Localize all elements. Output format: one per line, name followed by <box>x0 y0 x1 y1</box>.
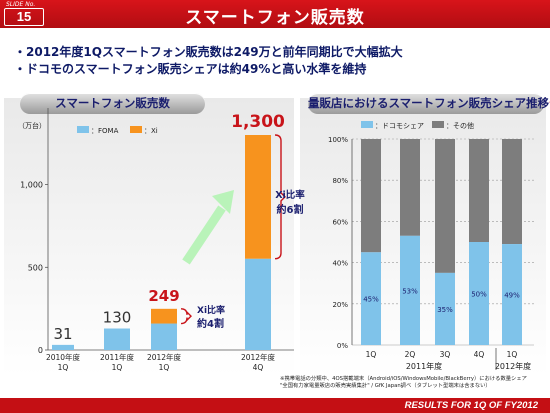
y-tick-label: 20% <box>332 301 348 309</box>
year-group-label: 2012年度 <box>495 361 531 371</box>
bar-foma <box>104 328 130 350</box>
page-title: スマートフォン販売数 <box>185 8 365 28</box>
xi-ratio-bracket-1q <box>180 308 192 325</box>
bar-data-label: 35% <box>437 306 453 314</box>
xi-ratio-bracket-4q <box>274 134 286 260</box>
xi-ratio-annotation: 約4割 <box>197 317 224 330</box>
bar-foma <box>245 258 271 350</box>
footnote-line: "全国有力家電量販店の販売実績集計" / GfK Japan調べ（タブレット型端… <box>280 383 491 389</box>
footnote: ※携帯電話の分類中、4OS搭載端末（Android/iOS/WindowsMob… <box>280 376 546 390</box>
x-tick-label: 2012年度 <box>241 352 276 362</box>
y-tick-label: 80% <box>332 177 348 185</box>
xi-ratio-annotation: Xi比率 <box>197 304 225 316</box>
right-chart: ：ドコモシェア ：その他 0% 20% 40% 60% 80% 100% 45% 1Q 53% 2Q 3… <box>328 121 534 371</box>
y-tick-label: 60% <box>332 218 348 226</box>
bar-docomo-share <box>502 244 522 345</box>
left-chart-title: スマートフォン販売数 <box>55 96 170 110</box>
legend-swatch-foma <box>77 126 89 133</box>
right-chart-title: 量販店におけるスマートフォン販売シェア推移 <box>308 96 550 110</box>
legend-label-foma: ：FOMA <box>91 127 119 135</box>
bar-data-label: 49% <box>504 292 520 300</box>
bullet-item: ・ドコモのスマートフォン販売シェアは約49%と高い水準を維持 <box>14 62 367 76</box>
x-tick-label: 2Q <box>405 350 416 359</box>
y-tick-label: 0 <box>38 346 43 355</box>
bullet-item: ・2012年度1Qスマートフォン販売数は249万と前年同期比で大幅拡大 <box>14 45 403 59</box>
bar-docomo-share <box>435 272 455 345</box>
bar-other-share <box>435 139 455 273</box>
y-tick-label: 500 <box>28 263 43 272</box>
y-tick-label: 1,000 <box>20 181 43 190</box>
legend-swatch-xi <box>130 126 142 133</box>
bar-xi <box>245 135 271 259</box>
x-tick-label: 1Q <box>366 350 377 359</box>
x-tick-label: 3Q <box>440 350 451 359</box>
bar-other-share <box>469 139 489 242</box>
legend-label-other: ：その他 <box>446 121 474 130</box>
bar-other-share <box>502 139 522 245</box>
bullet-list: ・2012年度1Qスマートフォン販売数は249万と前年同期比で大幅拡大 ・ドコモ… <box>14 44 534 78</box>
year-group-label: 2011年度 <box>406 361 442 371</box>
x-tick-label: 1Q <box>58 363 69 372</box>
legend-label-xi: ：Xi <box>144 127 158 135</box>
bar-xi <box>151 308 177 324</box>
x-tick-label: 2011年度 <box>100 352 135 362</box>
left-chart: （万台）：FOMA ：Xi05001,0002010年度1Q2011年度1Q201… <box>18 108 305 372</box>
xi-ratio-annotation: 約6割 <box>277 203 304 216</box>
growth-arrow-head <box>212 190 234 214</box>
bar-data-label: 50% <box>471 291 487 299</box>
bar-other-share <box>361 139 381 253</box>
title-bar <box>0 0 550 28</box>
y-axis-unit: （万台） <box>18 121 46 130</box>
slide-number-label: SLIDE No. <box>6 1 36 8</box>
y-tick-label: 100% <box>328 136 348 144</box>
x-tick-label: 4Q <box>253 363 264 372</box>
bar-docomo-share <box>361 252 381 345</box>
bar-total-label: 31 <box>53 325 72 343</box>
x-tick-label: 4Q <box>474 350 485 359</box>
slide-number: 15 <box>4 8 44 26</box>
footnote-line: ※携帯電話の分類中、4OS搭載端末（Android/iOS/WindowsMob… <box>280 376 527 382</box>
growth-arrow-shaft <box>182 205 226 265</box>
bar-foma <box>52 344 74 350</box>
x-tick-label: 1Q <box>159 363 170 372</box>
y-tick-label: 0% <box>337 342 348 350</box>
legend-swatch-docomo <box>361 121 373 128</box>
bar-total-label: 1,300 <box>231 112 285 132</box>
legend-label-docomo: ：ドコモシェア <box>375 122 424 130</box>
x-tick-label: 1Q <box>112 363 123 372</box>
bar-docomo-share <box>469 242 489 345</box>
xi-ratio-annotation: Xi比率 <box>275 189 305 201</box>
footer-bar: RESULTS FOR 1Q OF FY2012 <box>0 398 550 413</box>
bar-total-label: 249 <box>148 287 179 305</box>
left-chart-header: スマートフォン販売数 <box>20 93 205 114</box>
x-tick-label: 2010年度 <box>46 352 81 362</box>
bar-foma <box>151 323 177 350</box>
bar-docomo-share <box>400 235 420 345</box>
slide-number-badge: SLIDE No. 15 <box>2 1 46 27</box>
bar-data-label: 45% <box>363 296 379 304</box>
footer-text: RESULTS FOR 1Q OF FY2012 <box>404 400 538 411</box>
legend-swatch-other <box>432 121 444 128</box>
x-tick-label: 1Q <box>507 350 518 359</box>
x-tick-label: 2012年度 <box>147 352 182 362</box>
bar-data-label: 53% <box>402 287 418 295</box>
bar-other-share <box>400 139 420 236</box>
y-tick-label: 40% <box>332 260 348 268</box>
right-chart-header: 量販店におけるスマートフォン販売シェア推移※ <box>308 93 550 114</box>
bar-total-label: 130 <box>103 309 132 327</box>
